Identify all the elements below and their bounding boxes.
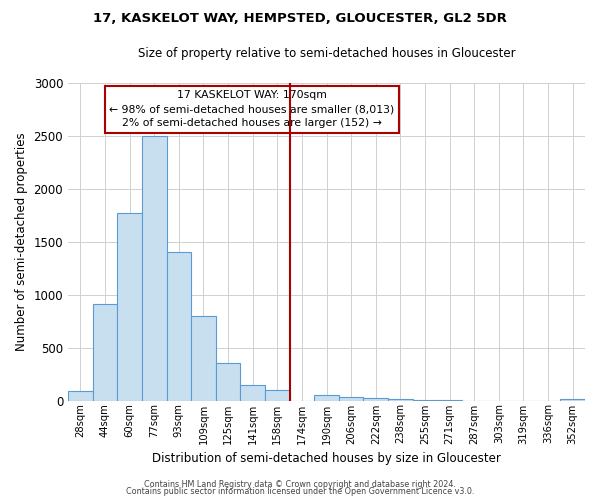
Text: 17 KASKELOT WAY: 170sqm
← 98% of semi-detached houses are smaller (8,013)
2% of : 17 KASKELOT WAY: 170sqm ← 98% of semi-de…: [109, 90, 394, 128]
Text: Contains HM Land Registry data © Crown copyright and database right 2024.: Contains HM Land Registry data © Crown c…: [144, 480, 456, 489]
Bar: [364, 398, 388, 400]
Text: 17, KASKELOT WAY, HEMPSTED, GLOUCESTER, GL2 5DR: 17, KASKELOT WAY, HEMPSTED, GLOUCESTER, …: [93, 12, 507, 26]
Bar: [560, 399, 585, 400]
Title: Size of property relative to semi-detached houses in Gloucester: Size of property relative to semi-detach…: [138, 48, 515, 60]
Bar: [339, 398, 364, 400]
Bar: [117, 213, 142, 400]
Bar: [241, 384, 265, 400]
X-axis label: Distribution of semi-detached houses by size in Gloucester: Distribution of semi-detached houses by …: [152, 452, 501, 465]
Bar: [314, 395, 339, 400]
Bar: [167, 252, 191, 400]
Text: Contains public sector information licensed under the Open Government Licence v3: Contains public sector information licen…: [126, 487, 474, 496]
Bar: [68, 391, 92, 400]
Bar: [142, 136, 167, 400]
Bar: [265, 390, 290, 400]
Y-axis label: Number of semi-detached properties: Number of semi-detached properties: [15, 132, 28, 351]
Bar: [92, 304, 117, 400]
Bar: [191, 316, 216, 400]
Bar: [216, 364, 241, 401]
